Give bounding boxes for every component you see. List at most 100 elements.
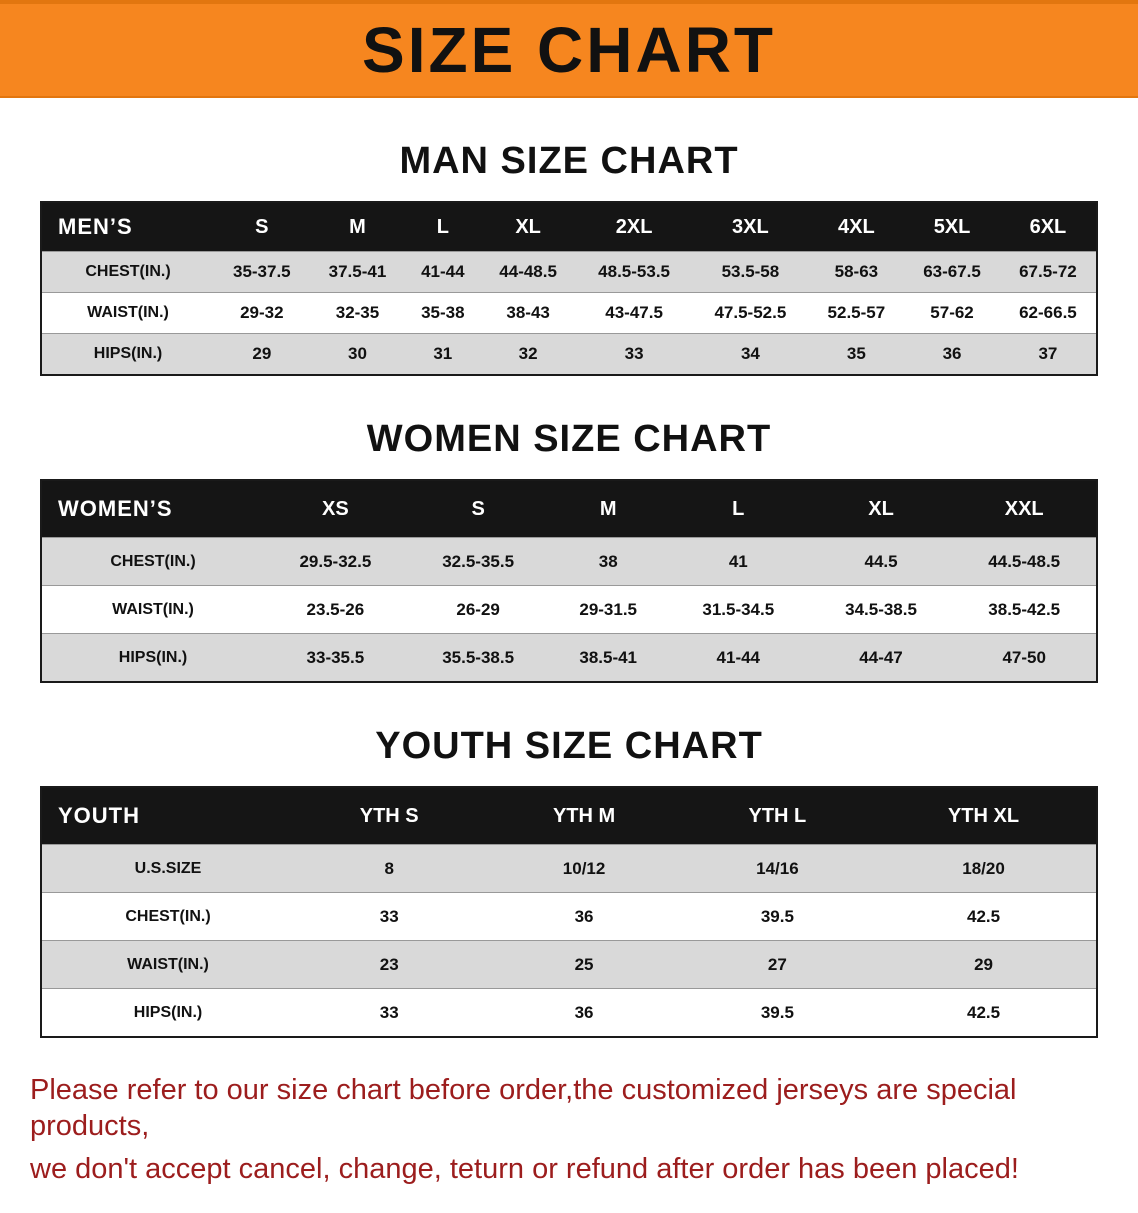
youth-section-title: YOUTH SIZE CHART [375, 725, 763, 767]
table-cell: 44-47 [809, 633, 953, 682]
table-cell: 44.5-48.5 [952, 537, 1097, 586]
table-cell: 44-48.5 [480, 251, 576, 293]
table-row: CHEST(IN.) 33 36 39.5 42.5 [41, 892, 1097, 941]
women-section-title: WOMEN SIZE CHART [366, 418, 772, 460]
table-cell: 67.5-72 [999, 251, 1097, 293]
table-row: WAIST(IN.) 23.5-26 26-29 29-31.5 31.5-34.5 34… [41, 585, 1097, 634]
table-cell: 31.5-34.5 [666, 585, 810, 634]
table-cell: 33 [575, 333, 693, 375]
table-cell: 34 [692, 333, 809, 375]
table-cell: 33 [294, 988, 485, 1037]
column-header: 4XL [808, 202, 905, 252]
table-cell: 41 [666, 537, 810, 586]
table-cell: 18/20 [871, 844, 1097, 893]
table-cell: 63-67.5 [904, 251, 1000, 293]
table-row: CHEST(IN.) 29.5-32.5 32.5-35.5 38 41 44.5 44.5… [41, 537, 1097, 586]
row-label: WAIST(IN.) [41, 940, 294, 989]
notice-line-1: Please refer to our size chart before or… [30, 1074, 1017, 1143]
row-label: HIPS(IN.) [41, 988, 294, 1037]
table-cell: 41-44 [405, 251, 481, 293]
youth-size-table: YOUTH YTH S YTH M YTH L YTH XL U.S.SIZE 8 10/12… [40, 786, 1098, 1038]
table-cell: 23 [294, 940, 485, 989]
column-header: 2XL [575, 202, 693, 252]
column-header: XXL [952, 480, 1097, 538]
header-row: WOMEN’S XS S M L XL XXL [41, 480, 1097, 538]
row-label: CHEST(IN.) [41, 892, 294, 941]
table-cell: 58-63 [808, 251, 905, 293]
table-cell: 41-44 [666, 633, 810, 682]
table-cell: 44.5 [809, 537, 953, 586]
men-section-title: MAN SIZE CHART [399, 140, 739, 182]
table-cell: 53.5-58 [692, 251, 809, 293]
men-size-table: MEN’S S M L XL 2XL 3XL 4XL 5XL 6XL CHEST(IN.) 35-37… [40, 201, 1098, 376]
table-cell: 42.5 [871, 892, 1097, 941]
table-cell: 31 [405, 333, 481, 375]
men-size-chart-section: MAN SIZE CHART MEN’S S M L XL 2XL 3XL 4XL 5XL 6XL C… [0, 140, 1138, 376]
column-header: L [405, 202, 481, 252]
table-cell: 43-47.5 [575, 292, 693, 334]
notice-line-2: we don't accept cancel, change, teturn o… [30, 1152, 1019, 1185]
table-cell: 35-37.5 [214, 251, 310, 293]
table-row: HIPS(IN.) 33 36 39.5 42.5 [41, 988, 1097, 1037]
column-header: M [549, 480, 667, 538]
table-row: HIPS(IN.) 33-35.5 35.5-38.5 38.5-41 41-44 44-… [41, 633, 1097, 682]
table-cell: 38-43 [480, 292, 576, 334]
table-cell: 29 [871, 940, 1097, 989]
table-cell: 29.5-32.5 [264, 537, 407, 586]
page-title: SIZE CHART [362, 14, 776, 86]
table-cell: 27 [683, 940, 872, 989]
table-cell: 38.5-42.5 [952, 585, 1097, 634]
column-header: YTH L [683, 787, 872, 845]
row-label: HIPS(IN.) [41, 333, 214, 375]
column-header: YTH XL [871, 787, 1097, 845]
table-cell: 32.5-35.5 [406, 537, 550, 586]
row-label-header: WOMEN’S [41, 480, 264, 538]
row-label: HIPS(IN.) [41, 633, 264, 682]
column-header: M [309, 202, 406, 252]
table-cell: 33 [294, 892, 485, 941]
chart-sections: MAN SIZE CHART MEN’S S M L XL 2XL 3XL 4XL 5XL 6XL C… [0, 140, 1138, 1038]
table-cell: 35 [808, 333, 905, 375]
banner: SIZE CHART [0, 0, 1138, 98]
table-cell: 25 [484, 940, 684, 989]
table-cell: 29 [214, 333, 310, 375]
row-label-header: MEN’S [41, 202, 214, 252]
column-header: XL [809, 480, 953, 538]
table-cell: 29-31.5 [549, 585, 667, 634]
column-header: L [666, 480, 810, 538]
column-header: XS [264, 480, 407, 538]
row-label-header: YOUTH [41, 787, 294, 845]
table-row: CHEST(IN.) 35-37.5 37.5-41 41-44 44-48.5 48.5… [41, 251, 1097, 293]
table-row: HIPS(IN.) 29 30 31 32 33 34 35 36 37 [41, 333, 1097, 375]
table-cell: 39.5 [683, 988, 872, 1037]
row-label: WAIST(IN.) [41, 585, 264, 634]
table-cell: 10/12 [484, 844, 684, 893]
table-cell: 36 [484, 988, 684, 1037]
table-cell: 48.5-53.5 [575, 251, 693, 293]
row-label: CHEST(IN.) [41, 537, 264, 586]
header-row: YOUTH YTH S YTH M YTH L YTH XL [41, 787, 1097, 845]
table-cell: 32-35 [309, 292, 406, 334]
row-label: CHEST(IN.) [41, 251, 214, 293]
table-cell: 52.5-57 [808, 292, 905, 334]
table-cell: 35.5-38.5 [406, 633, 550, 682]
table-cell: 62-66.5 [999, 292, 1097, 334]
column-header: YTH M [484, 787, 684, 845]
table-row: WAIST(IN.) 29-32 32-35 35-38 38-43 43-47.5 47.… [41, 292, 1097, 334]
table-cell: 38 [549, 537, 667, 586]
table-cell: 37 [999, 333, 1097, 375]
women-size-table: WOMEN’S XS S M L XL XXL CHEST(IN.) 29.5-32.5 32.5… [40, 479, 1098, 683]
table-cell: 36 [484, 892, 684, 941]
table-row: U.S.SIZE 8 10/12 14/16 18/20 [41, 844, 1097, 893]
table-cell: 57-62 [904, 292, 1000, 334]
table-cell: 8 [294, 844, 485, 893]
footer-notice: Please refer to our size chart before or… [0, 1072, 1138, 1213]
column-header: XL [480, 202, 576, 252]
table-cell: 47-50 [952, 633, 1097, 682]
column-header: 3XL [692, 202, 809, 252]
row-label: U.S.SIZE [41, 844, 294, 893]
column-header: S [214, 202, 310, 252]
column-header: S [406, 480, 550, 538]
table-cell: 29-32 [214, 292, 310, 334]
